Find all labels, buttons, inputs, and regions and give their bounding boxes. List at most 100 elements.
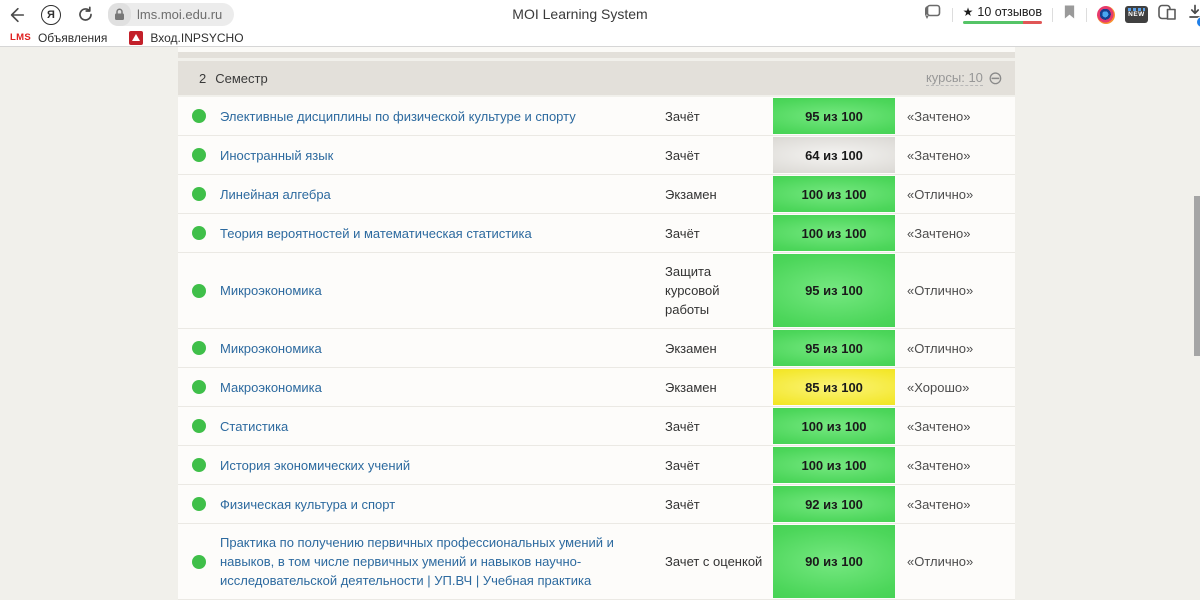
browser-toolbar: Я lms.moi.edu.ru MOI Learning System bbox=[0, 0, 1200, 29]
refresh-button[interactable] bbox=[68, 0, 102, 29]
course-link[interactable]: Микроэкономика bbox=[220, 283, 322, 298]
assessment-type: Защита курсовой работы bbox=[665, 264, 720, 317]
courses-count-link[interactable]: курсы: 10 bbox=[925, 70, 983, 86]
course-row: Макроэкономика Экзамен 85 из 100 «Хорошо… bbox=[178, 368, 1015, 407]
status-dot-icon bbox=[192, 283, 206, 298]
score-badge: 90 из 100 bbox=[773, 525, 895, 598]
page-scrollbar-thumb[interactable] bbox=[1194, 196, 1200, 356]
course-link[interactable]: История экономических учений bbox=[220, 457, 411, 473]
assessment-type: Зачёт bbox=[665, 225, 700, 241]
partial-previous-row bbox=[178, 52, 1015, 58]
grade-text: «Зачтено» bbox=[907, 108, 971, 124]
semester-section: 2 Семестр курсы: 10 ⊖ Элективные дисципл… bbox=[178, 61, 1015, 600]
page-title: MOI Learning System bbox=[512, 6, 648, 22]
course-link[interactable]: Теория вероятностей и математическая ста… bbox=[220, 225, 532, 241]
status-dot-icon bbox=[192, 109, 206, 123]
grades-table: 2 Семестр курсы: 10 ⊖ Элективные дисципл… bbox=[178, 47, 1015, 600]
inpsycho-logo-icon bbox=[129, 30, 144, 45]
course-link[interactable]: Элективные дисциплины по физической куль… bbox=[220, 108, 576, 124]
protect-icon[interactable] bbox=[923, 4, 942, 26]
back-button[interactable] bbox=[0, 0, 34, 29]
score-badge: 95 из 100 bbox=[773, 98, 895, 134]
course-row: Теория вероятностей и математическая ста… bbox=[178, 214, 1015, 253]
download-count-badge: 2 bbox=[1196, 16, 1200, 28]
course-row: Практика по получению первичных професси… bbox=[178, 524, 1015, 600]
course-link[interactable]: Практика по получению первичных професси… bbox=[220, 535, 614, 588]
grade-text: «Зачтено» bbox=[907, 147, 971, 163]
score-badge: 85 из 100 bbox=[773, 369, 895, 405]
assessment-type: Зачёт bbox=[665, 147, 700, 163]
score-badge: 100 из 100 bbox=[773, 215, 895, 251]
assessment-type: Зачёт bbox=[665, 496, 700, 512]
status-dot-icon bbox=[192, 148, 206, 162]
status-dot-icon bbox=[192, 497, 206, 511]
semester-title: Семестр bbox=[215, 70, 268, 86]
course-row: Физическая культура и спорт Зачёт 92 из … bbox=[178, 485, 1015, 524]
semester-table-host: 2 Семестр курсы: 10 ⊖ Элективные дисципл… bbox=[178, 61, 1015, 600]
address-bar[interactable]: lms.moi.edu.ru bbox=[108, 3, 235, 26]
extension-browser-icon[interactable] bbox=[1097, 5, 1115, 24]
grade-text: «Хорошо» bbox=[907, 379, 970, 395]
lms-logo-icon: LMS bbox=[10, 32, 31, 43]
url-text[interactable]: lms.moi.edu.ru bbox=[137, 7, 223, 22]
grade-text: «Отлично» bbox=[907, 186, 974, 202]
status-dot-icon bbox=[192, 341, 206, 355]
score-badge: 95 из 100 bbox=[773, 254, 895, 327]
course-row: Статистика Зачёт 100 из 100 «Зачтено» bbox=[178, 407, 1015, 446]
toolbar-divider bbox=[1086, 7, 1087, 22]
course-row: Микроэкономика Защита курсовой работы 95… bbox=[178, 253, 1015, 329]
grade-text: «Зачтено» bbox=[907, 496, 971, 512]
site-reviews-button[interactable]: ★ 10 отзывов bbox=[962, 5, 1042, 24]
collections-icon[interactable] bbox=[1158, 4, 1177, 26]
bookmark-item-announcements[interactable]: LMS Объявления bbox=[10, 30, 108, 45]
yandex-logo-icon: Я bbox=[41, 4, 61, 25]
grade-text: «Отлично» bbox=[907, 283, 974, 298]
course-row: Микроэкономика Экзамен 95 из 100 «Отличн… bbox=[178, 329, 1015, 368]
downloads-button[interactable]: 2 bbox=[1187, 4, 1200, 28]
status-dot-icon bbox=[192, 187, 206, 201]
bookmarks-bar: LMS Объявления Вход.INPSYCHO bbox=[0, 29, 1200, 47]
status-dot-icon bbox=[192, 554, 206, 569]
semester-header[interactable]: 2 Семестр курсы: 10 ⊖ bbox=[178, 61, 1015, 95]
status-dot-icon bbox=[192, 458, 206, 472]
assessment-type: Зачет с оценкой bbox=[665, 554, 763, 569]
assessment-type: Экзамен bbox=[665, 186, 717, 202]
course-row: Иностранный язык Зачёт 64 из 100 «Зачтен… bbox=[178, 136, 1015, 175]
course-link[interactable]: Макроэкономика bbox=[220, 379, 322, 395]
course-link[interactable]: Линейная алгебра bbox=[220, 186, 331, 202]
toolbar-divider bbox=[1052, 7, 1053, 22]
grade-text: «Зачтено» bbox=[907, 457, 971, 473]
score-badge: 100 из 100 bbox=[773, 176, 895, 212]
score-badge: 100 из 100 bbox=[773, 408, 895, 444]
bookmark-item-inpsycho[interactable]: Вход.INPSYCHO bbox=[129, 30, 244, 45]
assessment-type: Зачёт bbox=[665, 418, 700, 434]
assessment-type: Экзамен bbox=[665, 340, 717, 356]
course-link[interactable]: Физическая культура и спорт bbox=[220, 496, 396, 512]
collapse-toggle-icon[interactable]: ⊖ bbox=[987, 68, 1003, 88]
course-row: Элективные дисциплины по физической куль… bbox=[178, 97, 1015, 136]
yandex-home-button[interactable]: Я bbox=[34, 0, 68, 29]
section-rows: Элективные дисциплины по физической куль… bbox=[178, 97, 1015, 600]
back-arrow-icon bbox=[10, 7, 25, 22]
course-row: Линейная алгебра Экзамен 100 из 100 «Отл… bbox=[178, 175, 1015, 214]
grade-text: «Отлично» bbox=[907, 340, 974, 356]
assessment-type: Зачёт bbox=[665, 457, 700, 473]
extension-new-icon[interactable]: NEW bbox=[1125, 6, 1148, 23]
semester-number: 2 bbox=[199, 70, 207, 86]
ssl-lock-icon[interactable] bbox=[108, 3, 131, 26]
status-dot-icon bbox=[192, 419, 206, 433]
lms-page: 2 Семестр курсы: 10 ⊖ Элективные дисципл… bbox=[0, 47, 1200, 600]
bookmark-flag-icon[interactable] bbox=[1063, 4, 1076, 25]
score-badge: 95 из 100 bbox=[773, 330, 895, 366]
score-badge: 100 из 100 bbox=[773, 447, 895, 483]
toolbar-divider bbox=[951, 7, 953, 22]
course-link[interactable]: Статистика bbox=[220, 418, 289, 434]
star-icon: ★ bbox=[962, 5, 974, 19]
course-link[interactable]: Микроэкономика bbox=[220, 340, 322, 356]
course-row: История экономических учений Зачёт 100 и… bbox=[178, 446, 1015, 485]
course-link[interactable]: Иностранный язык bbox=[220, 147, 334, 163]
grade-text: «Зачтено» bbox=[907, 418, 971, 434]
score-badge: 92 из 100 bbox=[773, 486, 895, 522]
assessment-type: Зачёт bbox=[665, 108, 700, 124]
partial-previous-row bbox=[178, 47, 1015, 52]
